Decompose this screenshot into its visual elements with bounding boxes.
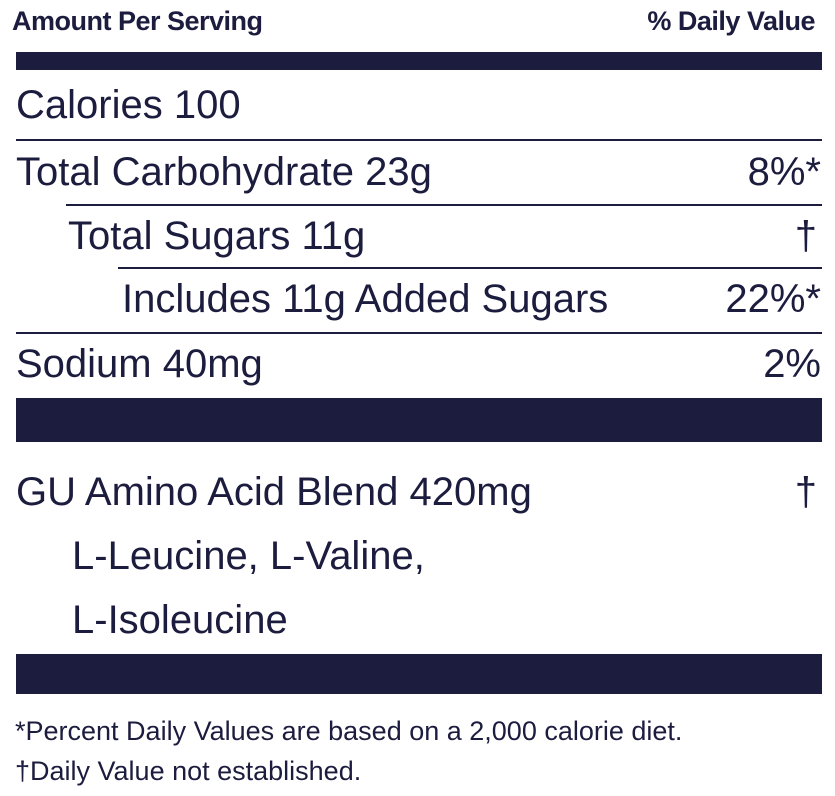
total-sugars-dv: † [795,213,817,259]
calories-label: Calories 100 [16,82,241,128]
divider-calories [16,139,822,141]
divider-carbohydrate [66,204,822,206]
thick-divider-bottom [16,654,822,694]
amount-per-serving-header: Amount Per Serving [12,6,263,36]
daily-value-header: % Daily Value [647,6,815,36]
amino-acid-blend-label: GU Amino Acid Blend 420mg [16,469,532,515]
percent-daily-value-footnote: *Percent Daily Values are based on a 2,0… [15,716,682,746]
blend-ingredients-line2: L-Isoleucine [72,597,288,643]
added-sugars-label: Includes 11g Added Sugars [122,276,608,322]
sodium-label: Sodium 40mg [16,341,263,387]
total-carbohydrate-label: Total Carbohydrate 23g [16,149,432,195]
divider-total-sugars [118,267,822,269]
total-sugars-label: Total Sugars 11g [68,213,365,259]
added-sugars-dv: 22%* [725,276,821,322]
thick-divider-top [16,52,822,70]
thick-divider-middle [16,398,822,442]
divider-added-sugars [16,332,822,334]
sodium-dv: 2% [763,341,821,387]
amino-acid-blend-dv: † [795,469,817,515]
dagger-footnote: †Daily Value not established. [15,756,361,786]
blend-ingredients-line1: L-Leucine, L-Valine, [72,533,425,579]
total-carbohydrate-dv: 8%* [748,149,821,195]
